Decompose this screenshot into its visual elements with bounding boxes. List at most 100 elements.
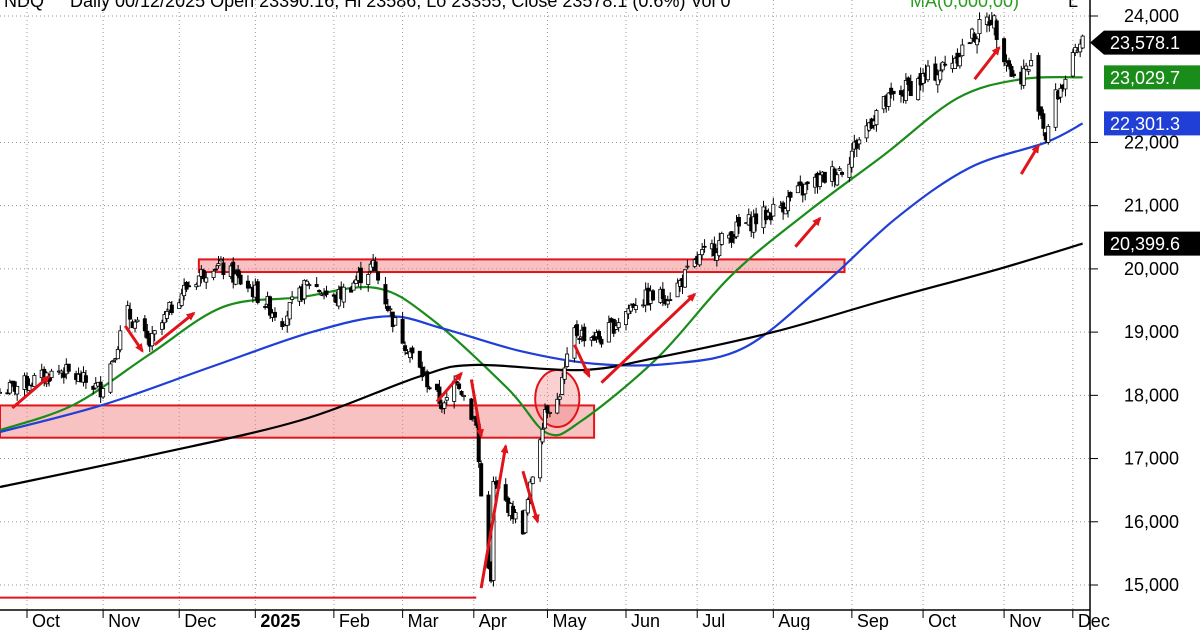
candle [734,215,739,239]
candle [560,372,565,396]
candle [204,272,209,289]
candle [957,52,962,69]
candle [358,261,363,291]
candle-body [668,299,673,302]
candle-body [233,273,238,285]
candle-body [216,263,221,267]
candle-body [196,275,201,287]
candle-body [994,20,999,40]
candle [1038,106,1043,120]
candle [1006,57,1011,70]
candle-body [847,163,852,178]
x-tick-label: Dec [1078,611,1110,630]
candle [857,137,862,151]
candle [714,248,719,267]
candle-body [32,375,37,387]
candle [461,394,466,401]
candle [795,181,800,194]
candle-body [280,321,285,327]
candle [108,361,113,394]
candle [444,392,449,406]
candles [0,12,1085,587]
candle-body [385,305,390,311]
candle-body [164,310,169,319]
candle-body [574,324,579,336]
candle-body [393,317,398,326]
candle-body [555,398,560,414]
candle-body [1011,73,1016,77]
candle-body [427,387,432,390]
candle-body [908,81,913,97]
candle [660,282,665,307]
candle [574,320,579,338]
candle-body [383,284,388,305]
candle [302,279,307,305]
candle [817,170,822,190]
candle [403,341,408,356]
candle [523,509,528,535]
candle [373,256,378,272]
candle-body [781,202,786,213]
candle [160,319,165,336]
header-suffix: L [1068,0,1078,11]
candle-body [921,73,926,84]
candle [272,307,277,321]
x-tick-label: Feb [339,611,370,630]
candle-body [59,370,64,374]
candle [61,367,66,384]
candle [545,405,550,419]
annotation-arrow [600,292,697,384]
candle-body [751,216,756,233]
candle-body [788,191,793,198]
candle-body [49,370,54,378]
candle [1024,62,1029,71]
candle [420,361,425,382]
candle [682,269,687,288]
candle [606,315,611,343]
candle-body [562,367,567,380]
annotation-arrow [11,375,51,410]
candle [66,363,71,374]
candle [236,265,241,279]
candle [231,257,236,289]
candle-body [538,439,543,479]
candle [943,55,948,67]
candle-body [373,261,378,272]
candle [214,265,219,271]
candle-body [984,16,989,25]
candle-body [1070,52,1075,77]
candle-body [368,263,373,272]
candle-body [675,282,680,298]
candle-body [248,286,253,289]
candle-body [837,168,842,171]
candle [994,18,999,49]
candle-body [221,262,226,275]
candle [164,308,169,323]
grid [0,0,1090,610]
candle-body [714,252,719,261]
annotation-arrow [973,46,1001,81]
candle [540,422,545,445]
candle [916,76,921,101]
candle [150,325,155,351]
x-tick-label: Jul [702,611,725,630]
candle-body [545,405,550,413]
price-badge-label: 23,578.1 [1110,33,1180,53]
candle-body [582,326,587,342]
candle [145,323,150,345]
candle [351,280,356,291]
candle [700,242,705,260]
candle-body [682,269,687,288]
candle [835,171,840,187]
candle-body [214,268,219,271]
candle-body [182,284,187,297]
price-badge-label: 20,399.6 [1110,234,1180,254]
candle [255,278,260,305]
x-tick-label: Oct [32,611,60,630]
candle [128,302,133,320]
moving-averages [0,75,1084,489]
candle-body [307,284,312,287]
candle [582,323,587,347]
candle-body [304,280,309,286]
candle [248,284,253,289]
